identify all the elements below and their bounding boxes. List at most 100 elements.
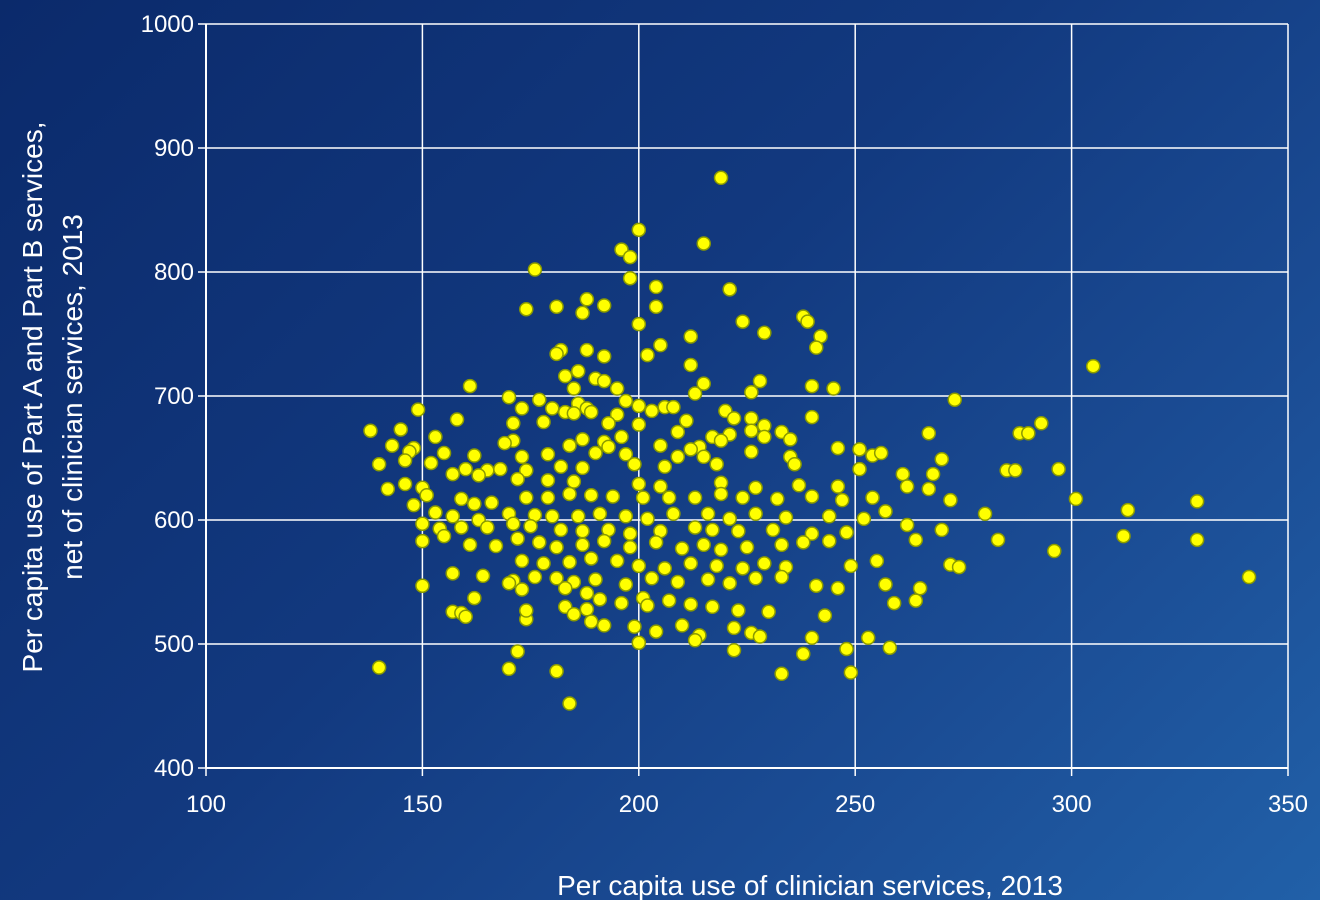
data-point — [852, 461, 867, 477]
data-point — [800, 314, 815, 329]
data-point — [696, 236, 711, 251]
data-point — [553, 459, 569, 474]
data-point — [804, 409, 820, 425]
data-point — [609, 381, 625, 396]
data-point — [770, 491, 785, 507]
data-point — [683, 597, 698, 612]
data-point — [653, 479, 668, 494]
data-point — [657, 459, 673, 474]
x-tick-label: 150 — [402, 791, 442, 818]
data-point — [553, 522, 569, 538]
data-point — [384, 438, 400, 453]
x-tick-labels: 100 150 200 250 300 350 — [186, 791, 1308, 818]
axes — [198, 23, 1289, 776]
data-point — [583, 487, 599, 503]
data-point — [562, 486, 577, 502]
data-point — [808, 340, 824, 355]
data-point — [540, 490, 556, 505]
x-tick-label: 250 — [835, 791, 875, 818]
data-point — [519, 490, 534, 505]
data-point — [925, 466, 941, 482]
data-point — [428, 505, 443, 520]
data-point — [687, 633, 703, 648]
data-point — [640, 347, 655, 363]
data-point — [722, 575, 737, 591]
data-point — [549, 571, 564, 586]
y-tick-labels: 400 500 600 700 800 900 1000 — [141, 11, 194, 782]
data-point — [579, 342, 595, 358]
x-tick-label: 300 — [1052, 791, 1092, 818]
data-point — [713, 433, 729, 448]
data-point — [544, 509, 560, 524]
data-point — [744, 411, 759, 426]
data-point — [696, 449, 711, 465]
data-point — [687, 520, 703, 535]
data-point — [865, 490, 880, 505]
data-point — [653, 438, 668, 453]
data-point — [817, 608, 833, 623]
data-point — [821, 509, 837, 524]
data-point — [700, 572, 716, 587]
data-point — [843, 558, 859, 574]
data-point — [467, 590, 482, 606]
data-point — [601, 439, 616, 455]
data-point — [735, 490, 750, 505]
data-point — [549, 299, 564, 314]
data-point — [731, 603, 746, 618]
data-point — [588, 572, 603, 587]
data-point — [757, 556, 772, 571]
data-point — [557, 368, 573, 384]
data-point — [523, 518, 538, 534]
data-point — [951, 559, 967, 575]
y-tick-label: 800 — [154, 259, 194, 286]
data-point — [709, 558, 724, 574]
data-point — [1034, 416, 1049, 431]
data-point — [575, 432, 590, 447]
data-point — [467, 496, 482, 512]
data-point — [635, 490, 651, 505]
data-point — [631, 558, 647, 574]
data-point — [830, 440, 846, 456]
data-point — [860, 630, 876, 646]
data-point — [713, 486, 729, 502]
data-point — [519, 603, 534, 618]
data-point — [458, 609, 473, 624]
data-point — [774, 569, 789, 585]
data-point — [947, 392, 962, 407]
data-point — [679, 413, 694, 429]
data-point — [562, 438, 577, 453]
data-point — [826, 381, 841, 396]
data-point — [731, 523, 746, 539]
data-point — [445, 466, 460, 482]
data-point — [1189, 532, 1205, 548]
data-point — [752, 629, 768, 644]
data-point — [549, 664, 564, 679]
data-point — [622, 540, 638, 555]
data-point — [804, 378, 820, 394]
data-point — [640, 598, 655, 613]
data-point — [990, 532, 1006, 548]
data-point — [878, 504, 893, 519]
data-point — [575, 305, 590, 321]
data-point — [510, 471, 525, 487]
data-point — [899, 517, 915, 533]
y-tick-label: 600 — [154, 507, 194, 534]
data-point — [397, 476, 413, 492]
data-point — [661, 593, 677, 608]
data-point — [631, 398, 647, 414]
data-point — [510, 531, 525, 546]
data-point — [1008, 463, 1023, 478]
data-point — [696, 376, 711, 391]
data-point — [540, 473, 556, 488]
data-point — [839, 641, 854, 657]
data-point — [410, 402, 426, 417]
data-point — [493, 461, 508, 477]
data-point — [609, 407, 625, 422]
data-point — [393, 422, 409, 437]
data-point — [644, 571, 660, 586]
data-point — [363, 423, 378, 438]
data-point — [566, 406, 582, 421]
data-point — [415, 533, 430, 549]
data-point — [501, 389, 517, 405]
gridlines — [205, 23, 1289, 769]
